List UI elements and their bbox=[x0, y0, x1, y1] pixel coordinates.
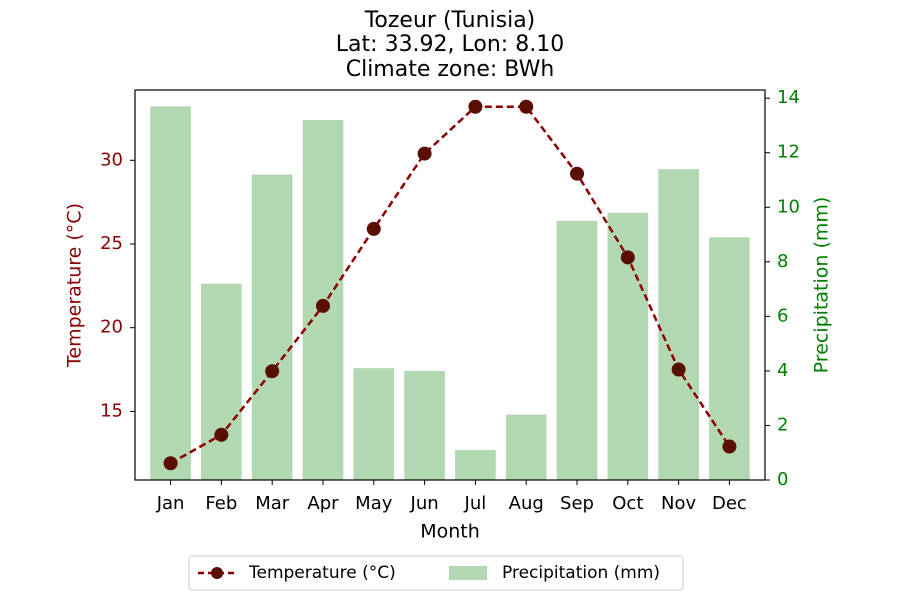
precipitation-bar-nov bbox=[658, 169, 699, 480]
x-axis-label: Month bbox=[420, 521, 480, 543]
precipitation-bar-feb bbox=[201, 283, 242, 480]
temperature-point-jul bbox=[468, 99, 483, 114]
precipitation-bar-jun bbox=[404, 370, 445, 480]
temperature-point-apr bbox=[315, 298, 330, 313]
y-axis-right-label: Precipitation (mm) bbox=[811, 197, 833, 374]
x-tick-label: Jan bbox=[156, 493, 185, 514]
precipitation-bar-jul bbox=[455, 450, 496, 480]
temperature-point-oct bbox=[620, 250, 635, 265]
legend-temperature-marker-icon bbox=[211, 567, 223, 579]
temperature-point-feb bbox=[214, 427, 229, 442]
y-left-tick-label: 20 bbox=[100, 317, 123, 338]
y-left-tick-label: 25 bbox=[100, 233, 123, 254]
y-right-tick-label: 14 bbox=[777, 87, 800, 108]
title-line-1: Tozeur (Tunisia) bbox=[364, 8, 536, 33]
temperature-point-nov bbox=[671, 362, 686, 377]
y-right-tick-label: 6 bbox=[777, 305, 788, 326]
precipitation-bar-mar bbox=[251, 174, 293, 480]
x-tick-label: Aug bbox=[509, 493, 544, 514]
y-left-tick-label: 30 bbox=[100, 149, 123, 170]
y-right-tick-label: 12 bbox=[777, 142, 800, 163]
y-left-tick-label: 15 bbox=[100, 400, 123, 421]
x-tick-label: Mar bbox=[255, 493, 290, 514]
temperature-line bbox=[163, 99, 737, 471]
y-right-tick-label: 8 bbox=[777, 251, 788, 272]
y-right-tick-label: 10 bbox=[777, 196, 800, 217]
x-tick-label: Jul bbox=[464, 493, 487, 514]
y-right-tick-label: 2 bbox=[777, 414, 788, 435]
legend-precipitation-swatch-icon bbox=[449, 566, 487, 580]
precipitation-bars bbox=[150, 106, 750, 480]
x-tick-label: May bbox=[355, 493, 393, 514]
chart-title: Tozeur (Tunisia) Lat: 33.92, Lon: 8.10 C… bbox=[336, 8, 564, 82]
y-right-tick-label: 4 bbox=[777, 360, 788, 381]
temperature-point-dec bbox=[722, 439, 737, 454]
precipitation-bar-sep bbox=[556, 220, 598, 480]
legend: Temperature (°C) Precipitation (mm) bbox=[188, 555, 684, 591]
plot-frame bbox=[134, 89, 766, 481]
precipitation-bar-may bbox=[353, 368, 395, 480]
temperature-point-jun bbox=[417, 146, 432, 161]
temperature-point-sep bbox=[570, 166, 585, 181]
temperature-point-aug bbox=[519, 99, 534, 114]
legend-temperature-label: Temperature (°C) bbox=[248, 563, 396, 583]
title-line-2: Lat: 33.92, Lon: 8.10 bbox=[336, 32, 564, 57]
temperature-point-jan bbox=[163, 456, 178, 471]
x-tick-label: Oct bbox=[612, 493, 643, 514]
x-tick-label: Nov bbox=[661, 493, 696, 514]
x-tick-label: Sep bbox=[560, 493, 594, 514]
precipitation-bar-jan bbox=[150, 106, 191, 480]
axes: Jan Feb Mar Apr May Jun Jul Aug Sep Oct Nov Dec1520… bbox=[100, 87, 800, 514]
x-tick-label: Apr bbox=[307, 493, 339, 514]
x-tick-label: Feb bbox=[205, 493, 237, 514]
x-tick-label: Jun bbox=[410, 493, 439, 514]
legend-precipitation-label: Precipitation (mm) bbox=[502, 563, 660, 583]
title-line-3: Climate zone: BWh bbox=[346, 57, 555, 82]
temperature-point-mar bbox=[265, 364, 280, 379]
y-axis-left-label: Temperature (°C) bbox=[64, 203, 86, 368]
precipitation-bar-aug bbox=[505, 414, 547, 480]
temperature-series-line bbox=[169, 105, 731, 465]
x-tick-label: Dec bbox=[712, 493, 747, 514]
y-right-tick-label: 0 bbox=[777, 469, 788, 490]
legend-frame bbox=[188, 555, 684, 591]
temperature-point-may bbox=[366, 221, 381, 236]
